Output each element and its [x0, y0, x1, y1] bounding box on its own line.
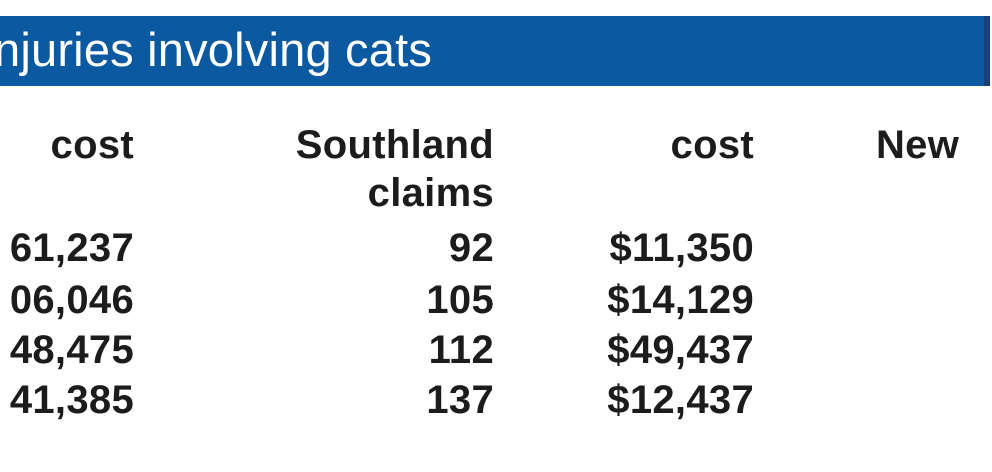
- table-cell: 112: [428, 328, 494, 372]
- title-banner: njuries involving cats: [0, 16, 990, 86]
- table-cell: 48,475: [9, 328, 134, 372]
- table-cell: 92: [448, 226, 494, 270]
- table-title: njuries involving cats: [0, 23, 433, 76]
- table-cell: 06,046: [9, 278, 134, 322]
- header-cost-1: cost: [50, 123, 134, 167]
- table-cell: $12,437: [607, 378, 754, 422]
- table-cell: 137: [426, 378, 494, 422]
- header-new: New: [876, 123, 960, 167]
- header-southland: Southland: [295, 123, 494, 167]
- header-claims: claims: [367, 171, 494, 215]
- table-cell: $49,437: [607, 328, 754, 372]
- table-cell: 41,385: [9, 378, 134, 422]
- table-cell: $14,129: [607, 278, 754, 322]
- header-cost-2: cost: [670, 123, 754, 167]
- table-cell: 105: [426, 278, 494, 322]
- table-cell: $11,350: [609, 226, 754, 270]
- table-cell: 61,237: [9, 226, 134, 270]
